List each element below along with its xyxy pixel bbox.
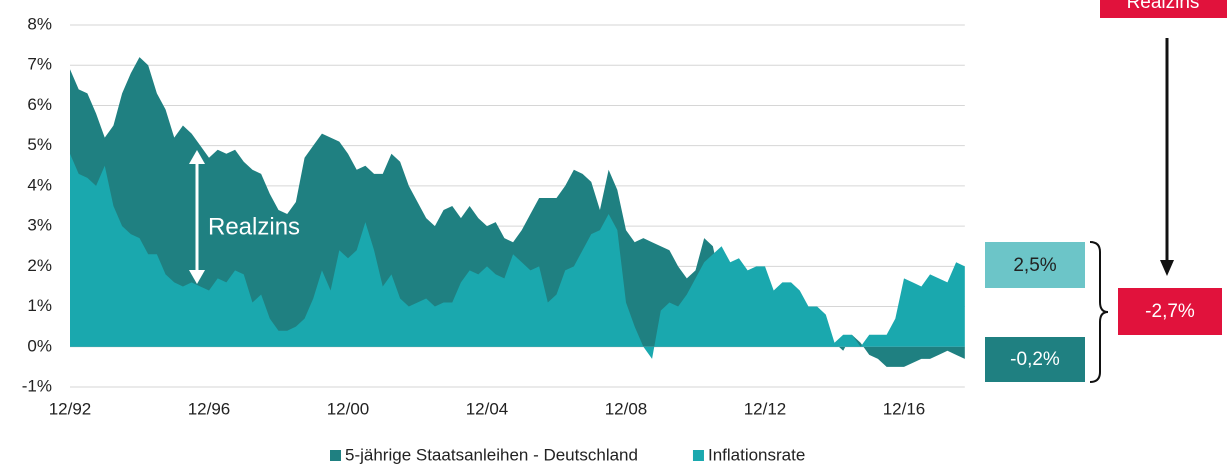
y-tick-label: 3% bbox=[27, 216, 52, 235]
area bbox=[70, 57, 965, 367]
arrow-head bbox=[1160, 260, 1174, 276]
y-tick-label: 7% bbox=[27, 55, 52, 74]
legend-label: Inflationsrate bbox=[708, 445, 805, 464]
legend-swatch bbox=[692, 450, 704, 461]
x-tick-label: 12/96 bbox=[188, 399, 231, 418]
inflation-box bbox=[985, 242, 1085, 288]
legend: 5-jährige Staatsanleihen - Deutschland In… bbox=[330, 445, 805, 464]
arrow-head bbox=[189, 150, 205, 164]
bond-box-label: -0,2% bbox=[1010, 349, 1060, 370]
realzins-header: Realzins bbox=[1127, 0, 1200, 13]
inflation-box-label: 2,5% bbox=[1013, 255, 1056, 276]
legend-swatch bbox=[330, 450, 341, 461]
bracket bbox=[1089, 241, 1109, 383]
y-tick-label: 8% bbox=[27, 14, 52, 33]
x-tick-label: 12/16 bbox=[883, 399, 926, 418]
real-rate-box-label: -2,7% bbox=[1145, 301, 1195, 322]
x-tick-label: 12/00 bbox=[327, 399, 370, 418]
y-tick-label: -1% bbox=[22, 376, 52, 395]
arrow-head bbox=[189, 270, 205, 284]
realzins-header-box bbox=[1100, 0, 1227, 18]
x-tick-label: 12/92 bbox=[49, 399, 92, 418]
x-tick-label: 12/04 bbox=[466, 399, 509, 418]
areas bbox=[70, 57, 965, 367]
y-tick-label: 4% bbox=[27, 175, 52, 194]
legend-label: 5-jährige Staatsanleihen - Deutschland bbox=[345, 445, 638, 464]
y-tick-label: 2% bbox=[27, 256, 52, 275]
bond-box bbox=[985, 337, 1085, 382]
ticks: -1% 0% 1% 2% 3% 4% 5% 6% 7% 8% 12/92 12/96 12/00 12/0… bbox=[22, 14, 926, 418]
real-rate-box bbox=[1118, 288, 1222, 335]
x-tick-label: 12/08 bbox=[605, 399, 648, 418]
y-tick-label: 0% bbox=[27, 336, 52, 355]
realzins-label: Realzins bbox=[208, 213, 300, 240]
area bbox=[70, 153, 965, 359]
y-tick-label: 5% bbox=[27, 135, 52, 154]
x-tick-label: 12/12 bbox=[744, 399, 787, 418]
y-tick-label: 1% bbox=[27, 296, 52, 315]
y-tick-label: 6% bbox=[27, 95, 52, 114]
